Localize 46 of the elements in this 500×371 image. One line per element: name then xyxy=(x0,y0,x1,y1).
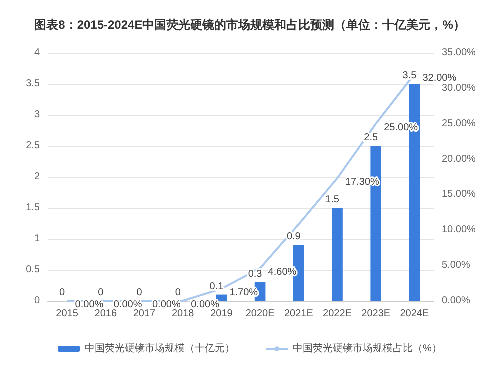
x-tick-label: 2018 xyxy=(172,308,195,320)
y-tick-label: 0.5 xyxy=(26,264,40,276)
y2-tick-label: 25.00% xyxy=(442,118,476,130)
x-tick-label: 2019 xyxy=(210,308,234,320)
data-label: 0 xyxy=(175,288,182,298)
y2-tick-label: 35.00% xyxy=(442,48,476,58)
data-label: 2.5 xyxy=(364,132,378,144)
data-label: 0.9 xyxy=(286,232,302,243)
data-label: 1.5 xyxy=(326,194,340,206)
legend-label: 中国荧光硬镜市场规模占比（%） xyxy=(293,342,442,354)
x-tick-label: 2020E xyxy=(246,308,276,320)
y-tick-label: 3.5 xyxy=(26,78,40,90)
y2-tick-label: 30.00% xyxy=(442,82,476,94)
data-label: 0.00% xyxy=(191,300,220,310)
bar xyxy=(332,208,343,301)
y-tick-label: 1 xyxy=(34,234,40,244)
x-tick-label: 2015 xyxy=(56,308,79,320)
data-label: 3.5 xyxy=(402,70,418,82)
data-label: 0.1 xyxy=(210,281,224,292)
data-label: 0 xyxy=(98,288,104,298)
data-label: 0.3 xyxy=(248,268,263,280)
y2-tick-label: 5.00% xyxy=(442,260,470,272)
data-label: 0.00% xyxy=(152,300,181,310)
y-tick-label: 1.5 xyxy=(26,202,40,214)
x-tick-label: 2021E xyxy=(284,308,314,320)
chart-title: 图表8：2015-2024E中国荧光硬镜的市场规模和占比预测（单位：十亿美元，%） xyxy=(34,18,466,32)
y-tick-label: 2.5 xyxy=(26,140,40,152)
y-tick-label: 0 xyxy=(34,296,40,306)
x-tick-label: 2023E xyxy=(362,308,391,320)
y-tick-label: 3 xyxy=(34,110,40,120)
y-tick-label: 4 xyxy=(34,48,40,58)
x-tick-label: 2024E xyxy=(400,308,430,320)
data-label: 0.00% xyxy=(75,300,104,310)
x-tick-label: 2017 xyxy=(133,308,156,320)
y2-tick-label: 10.00% xyxy=(442,224,476,236)
y2-tick-label: 20.00% xyxy=(442,154,476,165)
y2-tick-label: 0.00% xyxy=(442,296,470,306)
y-tick-label: 2 xyxy=(34,172,40,182)
y2-tick-label: 15.00% xyxy=(442,189,476,200)
data-label: 0 xyxy=(60,288,66,298)
x-tick-label: 2022E xyxy=(323,308,352,320)
legend-label: 中国荧光硬镜市场规模（十亿元） xyxy=(85,342,236,354)
data-label: 0.00% xyxy=(114,300,142,310)
x-tick-label: 2016 xyxy=(94,308,118,320)
data-label: 32.00% xyxy=(422,72,457,84)
data-label: 0 xyxy=(136,288,143,298)
